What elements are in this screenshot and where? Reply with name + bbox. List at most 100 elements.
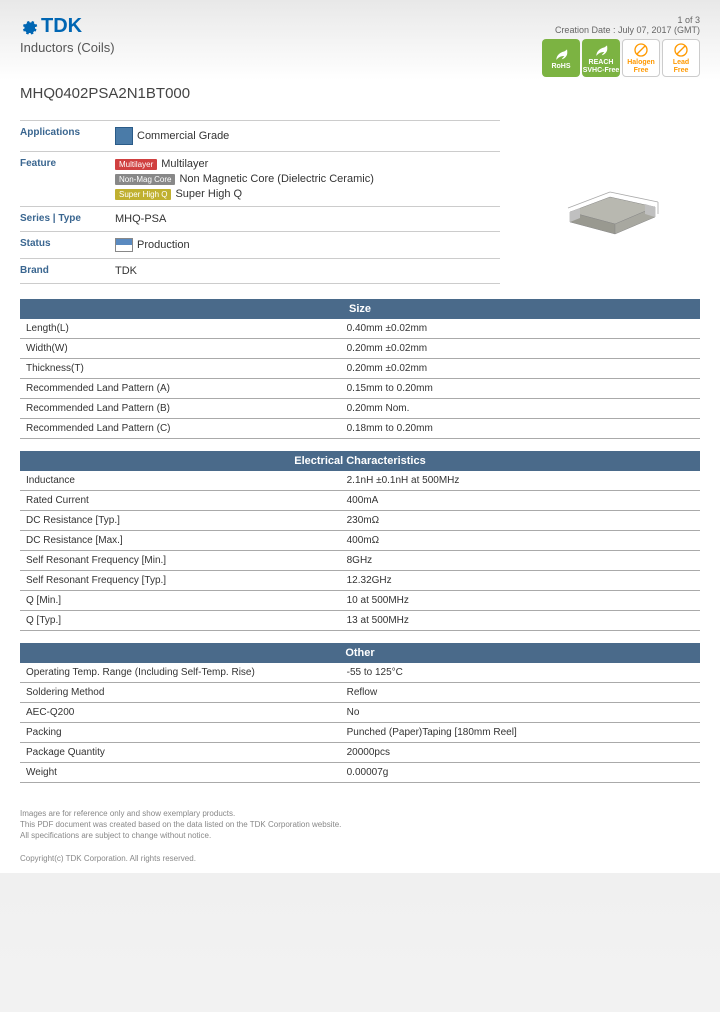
feature-text: Non Magnetic Core (Dielectric Ceramic) (179, 173, 373, 185)
brand-logo: TDK (20, 15, 115, 38)
data-value: 0.15mm to 0.20mm (347, 383, 694, 394)
attr-val-status: Production (137, 239, 190, 251)
data-row: Weight0.00007g (20, 763, 700, 783)
section-header: Other (20, 643, 700, 663)
data-row: DC Resistance [Max.]400mΩ (20, 531, 700, 551)
compliance-badges: RoHSREACHSVHC-FreeHalogenFreeLeadFree (542, 39, 700, 77)
attr-label-feature: Feature (20, 158, 115, 169)
data-value: 0.40mm ±0.02mm (347, 323, 694, 334)
feature-chip: Multilayer (115, 159, 157, 170)
data-label: Rated Current (26, 495, 347, 506)
data-label: DC Resistance [Max.] (26, 535, 347, 546)
data-row: Recommended Land Pattern (C)0.18mm to 0.… (20, 419, 700, 439)
data-label: Q [Typ.] (26, 615, 347, 626)
data-value: 0.20mm ±0.02mm (347, 343, 694, 354)
data-label: Inductance (26, 475, 347, 486)
data-label: AEC-Q200 (26, 707, 347, 718)
gear-icon (20, 18, 38, 36)
copyright: Copyright(c) TDK Corporation. All rights… (20, 854, 700, 863)
data-value: 12.32GHz (347, 575, 694, 586)
category-label: Inductors (Coils) (20, 40, 115, 55)
data-value: 13 at 500MHz (347, 615, 694, 626)
data-label: Width(W) (26, 343, 347, 354)
data-label: Length(L) (26, 323, 347, 334)
data-row: Package Quantity20000pcs (20, 743, 700, 763)
data-label: Soldering Method (26, 687, 347, 698)
production-icon (115, 238, 133, 252)
part-number: MHQ0402PSA2N1BT000 (20, 85, 700, 102)
data-label: Self Resonant Frequency [Min.] (26, 555, 347, 566)
data-value: 8GHz (347, 555, 694, 566)
attr-val-brand: TDK (115, 265, 137, 277)
data-value: Punched (Paper)Taping [180mm Reel] (347, 727, 694, 738)
application-icon (115, 127, 133, 145)
data-value: 400mA (347, 495, 694, 506)
data-row: Inductance2.1nH ±0.1nH at 500MHz (20, 471, 700, 491)
badge-halogen-free: HalogenFree (622, 39, 660, 77)
data-label: Operating Temp. Range (Including Self-Te… (26, 667, 347, 678)
data-label: Q [Min.] (26, 595, 347, 606)
badge-rohs: RoHS (542, 39, 580, 77)
data-row: Length(L)0.40mm ±0.02mm (20, 319, 700, 339)
data-row: Q [Typ.]13 at 500MHz (20, 611, 700, 631)
feature-chip: Super High Q (115, 189, 171, 200)
footer-line: This PDF document was created based on t… (20, 819, 700, 830)
attr-label-applications: Applications (20, 127, 115, 138)
data-row: AEC-Q200No (20, 703, 700, 723)
creation-date: Creation Date : July 07, 2017 (GMT) (542, 25, 700, 35)
data-row: Soldering MethodReflow (20, 683, 700, 703)
attribute-list: Applications Commercial Grade Feature Mu… (20, 120, 500, 284)
data-label: Recommended Land Pattern (B) (26, 403, 347, 414)
feature-item: Non-Mag Core Non Magnetic Core (Dielectri… (115, 173, 374, 185)
feature-text: Multilayer (161, 158, 208, 170)
data-value: Reflow (347, 687, 694, 698)
footer-notes: Images are for reference only and show e… (20, 808, 700, 842)
badge-lead-free: LeadFree (662, 39, 700, 77)
data-value: 0.00007g (347, 767, 694, 778)
data-value: 0.20mm Nom. (347, 403, 694, 414)
data-label: Recommended Land Pattern (A) (26, 383, 347, 394)
data-row: Thickness(T)0.20mm ±0.02mm (20, 359, 700, 379)
data-value: 2.1nH ±0.1nH at 500MHz (347, 475, 694, 486)
data-row: Recommended Land Pattern (B)0.20mm Nom. (20, 399, 700, 419)
data-value: 230mΩ (347, 515, 694, 526)
data-value: 10 at 500MHz (347, 595, 694, 606)
data-value: -55 to 125°C (347, 667, 694, 678)
data-label: Recommended Land Pattern (C) (26, 423, 347, 434)
section-other: Other Operating Temp. Range (Including Se… (20, 643, 700, 783)
brand-name: TDK (41, 15, 82, 38)
data-label: Thickness(T) (26, 363, 347, 374)
data-row: PackingPunched (Paper)Taping [180mm Reel… (20, 723, 700, 743)
footer-line: All specifications are subject to change… (20, 830, 700, 841)
data-value: 400mΩ (347, 535, 694, 546)
data-row: Self Resonant Frequency [Min.]8GHz (20, 551, 700, 571)
data-value: No (347, 707, 694, 718)
data-label: Packing (26, 727, 347, 738)
data-row: Recommended Land Pattern (A)0.15mm to 0.… (20, 379, 700, 399)
data-row: Width(W)0.20mm ±0.02mm (20, 339, 700, 359)
section-electrical-characteristics: Electrical CharacteristicsInductance2.1n… (20, 451, 700, 631)
section-size: SizeLength(L)0.40mm ±0.02mmWidth(W)0.20m… (20, 299, 700, 439)
footer-line: Images are for reference only and show e… (20, 808, 700, 819)
section-header: Electrical Characteristics (20, 451, 700, 471)
data-value: 0.18mm to 0.20mm (347, 423, 694, 434)
data-label: Self Resonant Frequency [Typ.] (26, 575, 347, 586)
data-row: Q [Min.]10 at 500MHz (20, 591, 700, 611)
data-label: DC Resistance [Typ.] (26, 515, 347, 526)
feature-item: Super High Q Super High Q (115, 188, 242, 200)
product-image (520, 120, 700, 284)
attr-val-applications: Commercial Grade (137, 130, 229, 142)
feature-chip: Non-Mag Core (115, 174, 175, 185)
attr-label-status: Status (20, 238, 115, 249)
data-value: 0.20mm ±0.02mm (347, 363, 694, 374)
data-row: Self Resonant Frequency [Typ.]12.32GHz (20, 571, 700, 591)
data-row: DC Resistance [Typ.]230mΩ (20, 511, 700, 531)
feature-text: Super High Q (175, 188, 242, 200)
attr-label-brand: Brand (20, 265, 115, 276)
section-header: Size (20, 299, 700, 319)
data-label: Package Quantity (26, 747, 347, 758)
data-row: Operating Temp. Range (Including Self-Te… (20, 663, 700, 683)
attr-label-series: Series | Type (20, 213, 115, 224)
attr-val-series: MHQ-PSA (115, 213, 166, 225)
data-value: 20000pcs (347, 747, 694, 758)
